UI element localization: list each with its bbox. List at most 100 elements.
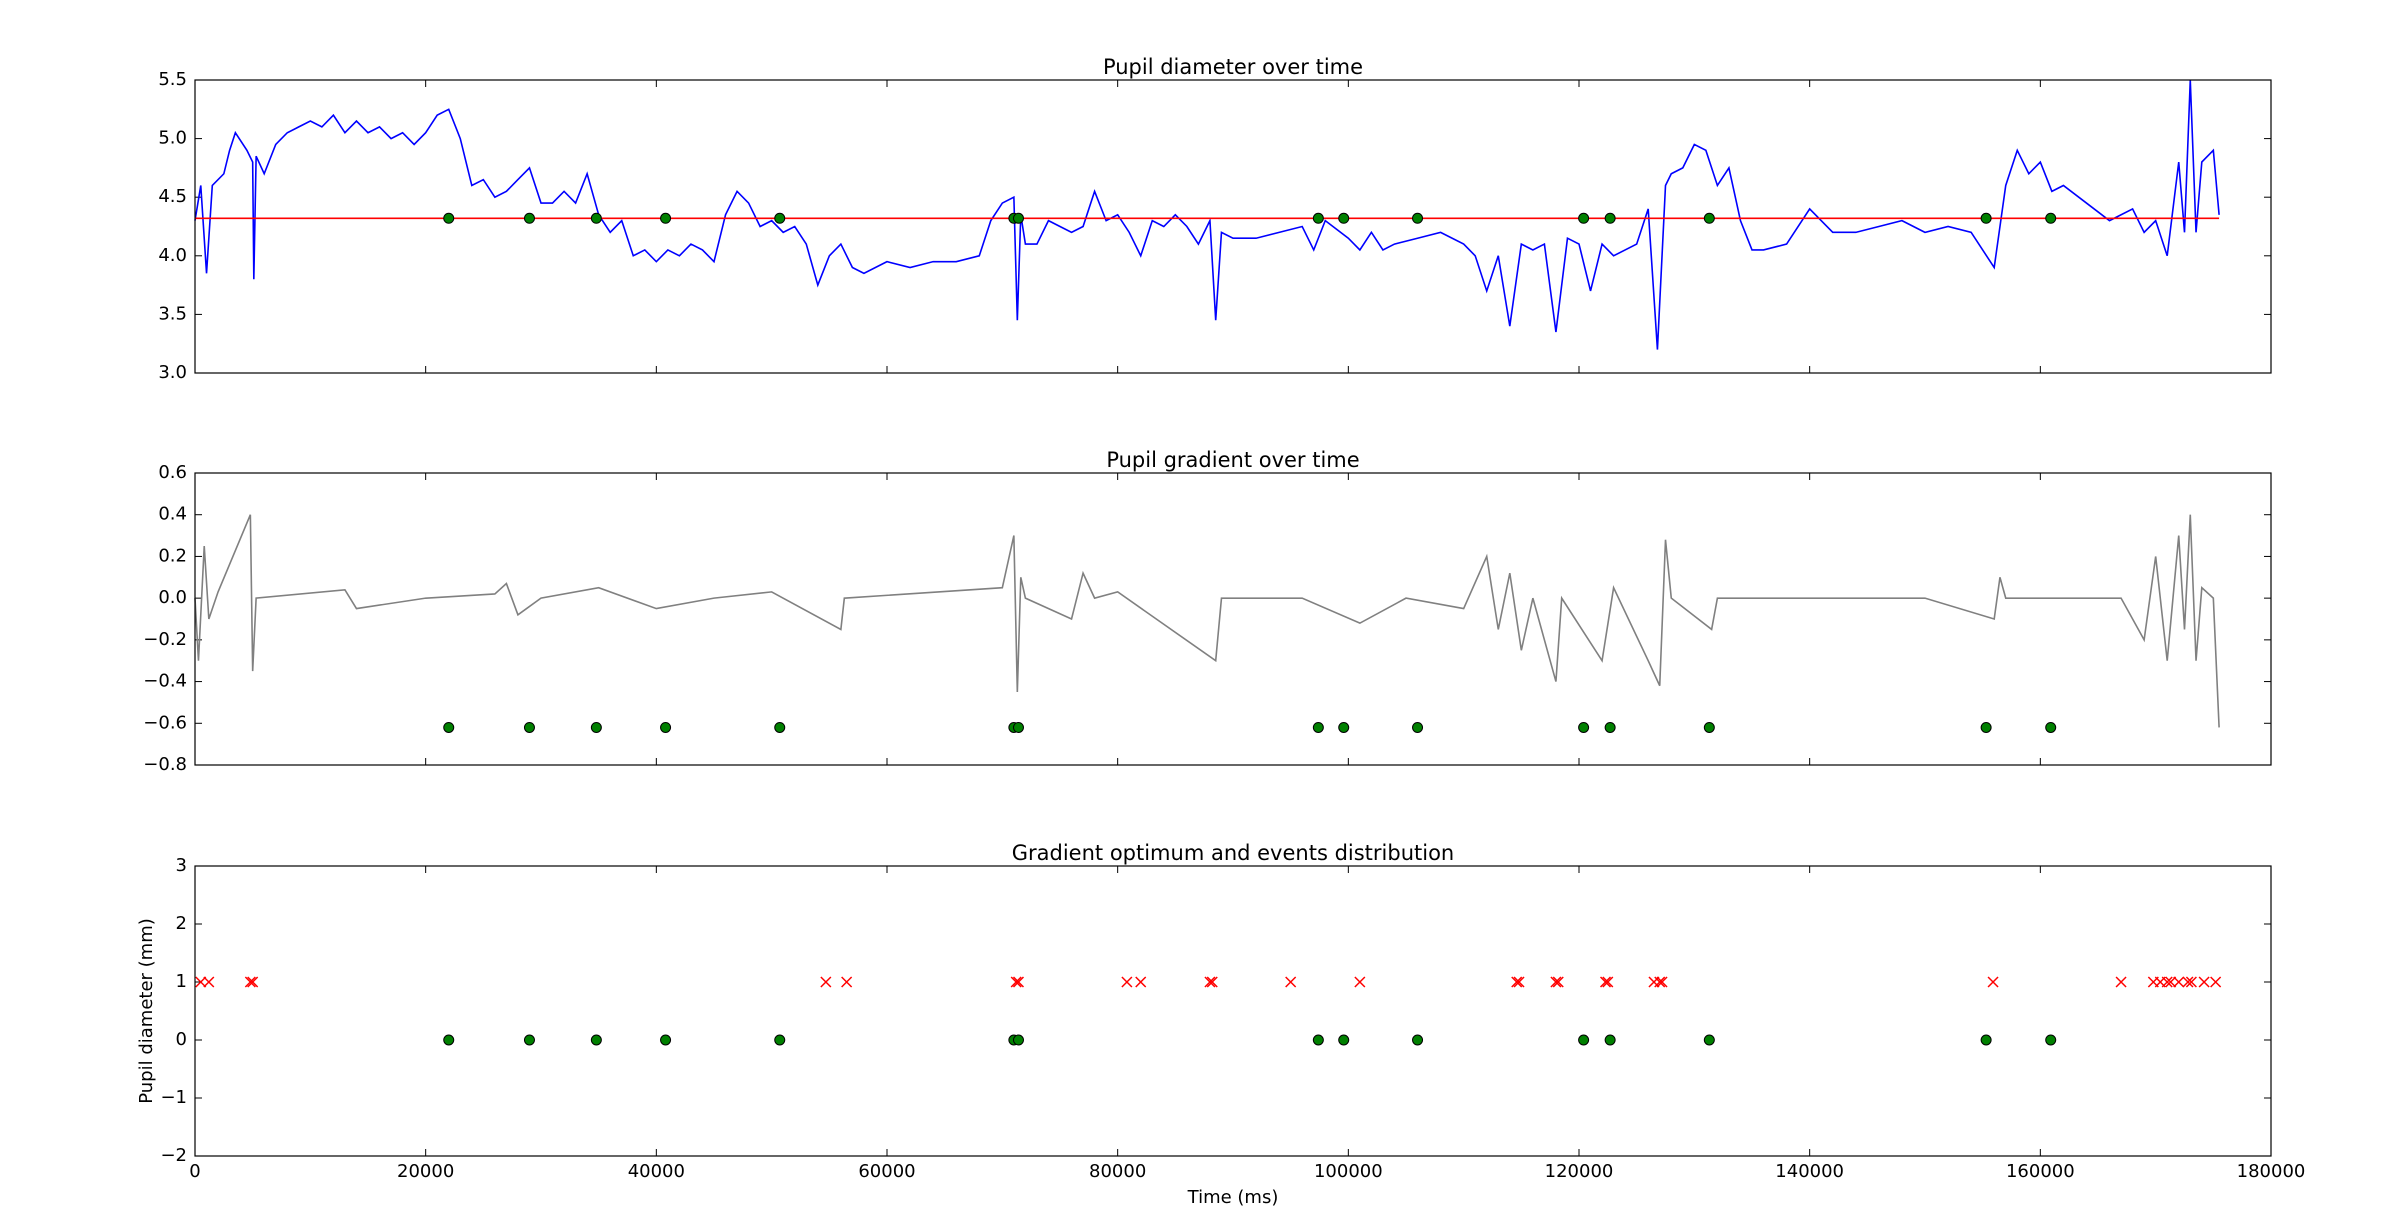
y-tick-label: 5.0 bbox=[158, 128, 187, 149]
event-marker bbox=[2198, 976, 2210, 988]
x-tick-label: 20000 bbox=[397, 1161, 454, 1182]
optimum-marker bbox=[1312, 721, 1324, 733]
event-marker bbox=[1602, 976, 1614, 988]
optimum-marker bbox=[443, 721, 455, 733]
optimum-marker bbox=[523, 721, 535, 733]
y-tick-label: 4.0 bbox=[158, 245, 187, 266]
optimum-marker bbox=[1604, 721, 1616, 733]
optimum-marker bbox=[1312, 212, 1324, 224]
y-tick-label: 3.0 bbox=[158, 362, 187, 383]
x-tick-label: 60000 bbox=[858, 1161, 915, 1182]
y-tick-label: 5.5 bbox=[158, 69, 187, 90]
event-marker bbox=[244, 976, 256, 988]
optimum-marker bbox=[1578, 721, 1590, 733]
optimum-marker bbox=[1412, 721, 1424, 733]
optimum-marker bbox=[1012, 212, 1024, 224]
optimum-marker bbox=[2045, 721, 2057, 733]
chart-title: Pupil gradient over time bbox=[1106, 448, 1359, 472]
event-marker bbox=[1010, 976, 1022, 988]
event-marker bbox=[247, 976, 259, 988]
event-marker bbox=[1648, 976, 1660, 988]
y-tick-label: −1 bbox=[160, 1087, 187, 1108]
optimum-marker bbox=[443, 212, 455, 224]
optimum-marker bbox=[1012, 721, 1024, 733]
y-axis-label: Pupil diameter (mm) bbox=[136, 918, 157, 1104]
x-tick-label: 40000 bbox=[628, 1161, 685, 1182]
y-tick-label: 0.0 bbox=[158, 587, 187, 608]
optimum-marker bbox=[590, 1034, 602, 1046]
event-marker bbox=[1285, 976, 1297, 988]
event-marker bbox=[2185, 976, 2197, 988]
optimum-marker bbox=[1980, 721, 1992, 733]
x-tick-label: 100000 bbox=[1314, 1161, 1383, 1182]
x-tick-label: 80000 bbox=[1089, 1161, 1146, 1182]
y-tick-label: −0.4 bbox=[143, 671, 187, 692]
optimum-marker bbox=[523, 212, 535, 224]
x-tick-label: 160000 bbox=[2006, 1161, 2075, 1182]
optimum-marker bbox=[1312, 1034, 1324, 1046]
event-marker bbox=[1656, 976, 1668, 988]
event-marker bbox=[195, 976, 207, 988]
optimum-marker bbox=[1338, 1034, 1350, 1046]
axes-frame bbox=[194, 79, 2272, 374]
optimum-marker bbox=[660, 1034, 672, 1046]
y-tick-label: 0.4 bbox=[158, 504, 187, 525]
optimum-marker bbox=[1412, 212, 1424, 224]
y-tick-label: 4.5 bbox=[158, 186, 187, 207]
event-marker bbox=[2161, 976, 2173, 988]
optimum-marker bbox=[1578, 1034, 1590, 1046]
event-marker bbox=[2165, 976, 2177, 988]
y-tick-label: −0.2 bbox=[143, 629, 187, 650]
y-tick-label: 0 bbox=[176, 1029, 187, 1050]
optimum-marker bbox=[1604, 1034, 1616, 1046]
event-marker bbox=[1552, 976, 1564, 988]
event-marker bbox=[1206, 976, 1218, 988]
optimum-marker bbox=[1604, 212, 1616, 224]
event-marker bbox=[2115, 976, 2127, 988]
event-marker bbox=[2182, 976, 2194, 988]
optimum-marker bbox=[590, 212, 602, 224]
event-marker bbox=[2210, 976, 2222, 988]
optimum-marker bbox=[1412, 1034, 1424, 1046]
axes-frame bbox=[194, 472, 2272, 766]
event-marker bbox=[1987, 976, 1999, 988]
event-marker bbox=[1121, 976, 1133, 988]
event-marker bbox=[2173, 976, 2185, 988]
optimum-marker bbox=[1703, 1034, 1715, 1046]
event-marker bbox=[1513, 976, 1525, 988]
optimum-marker bbox=[590, 721, 602, 733]
optimum-marker bbox=[2045, 1034, 2057, 1046]
event-marker bbox=[1599, 976, 1612, 988]
chart-title: Pupil diameter over time bbox=[1103, 55, 1363, 79]
optimum-marker bbox=[1012, 1034, 1024, 1046]
event-marker bbox=[1354, 976, 1366, 988]
optimum-marker bbox=[1703, 721, 1715, 733]
optimum-marker bbox=[660, 212, 672, 224]
data-line bbox=[194, 79, 2220, 350]
optimum-marker bbox=[774, 721, 786, 733]
optimum-marker bbox=[774, 212, 786, 224]
y-tick-label: 0.2 bbox=[158, 545, 187, 566]
y-tick-label: −2 bbox=[160, 1145, 187, 1166]
event-marker bbox=[1511, 976, 1523, 988]
optimum-marker bbox=[1338, 212, 1350, 224]
event-marker bbox=[1550, 976, 1562, 988]
event-marker bbox=[841, 976, 853, 988]
optimum-marker bbox=[660, 721, 672, 733]
y-tick-label: −0.6 bbox=[143, 712, 187, 733]
event-marker bbox=[1654, 976, 1666, 988]
event-marker bbox=[203, 976, 215, 988]
optimum-marker bbox=[1338, 721, 1350, 733]
y-tick-label: −0.8 bbox=[143, 754, 187, 775]
x-tick-label: 180000 bbox=[2237, 1161, 2306, 1182]
optimum-marker bbox=[774, 1034, 786, 1046]
x-tick-label: 120000 bbox=[1545, 1161, 1614, 1182]
event-marker bbox=[1204, 976, 1216, 988]
optimum-marker bbox=[1578, 212, 1590, 224]
event-marker bbox=[1012, 976, 1025, 988]
y-tick-label: 3.5 bbox=[158, 303, 187, 324]
x-tick-label: 140000 bbox=[1775, 1161, 1844, 1182]
optimum-marker bbox=[1980, 212, 1992, 224]
y-tick-label: 0.6 bbox=[158, 462, 187, 483]
